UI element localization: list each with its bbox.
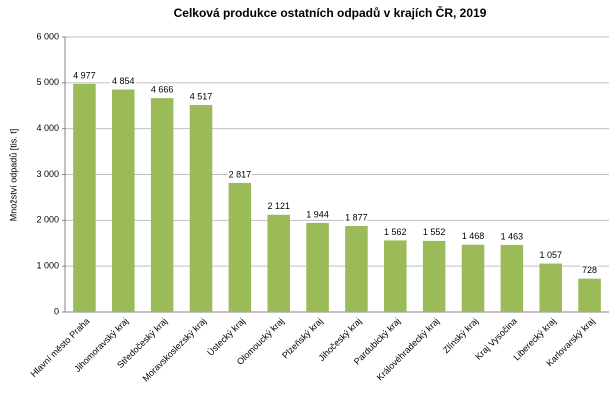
y-tick-label: 4 000 xyxy=(36,123,59,133)
y-tick-label: 1 000 xyxy=(36,261,59,271)
bar xyxy=(306,222,329,312)
value-label: 1 468 xyxy=(462,231,485,241)
y-tick-label: 5 000 xyxy=(36,77,59,87)
y-tick-label: 6 000 xyxy=(36,31,59,41)
value-label: 1 877 xyxy=(345,212,368,222)
bar xyxy=(189,104,213,313)
value-label: 4 517 xyxy=(190,91,213,101)
y-tick-label: 2 000 xyxy=(36,215,59,225)
y-tick-label: 0 xyxy=(54,306,59,316)
value-label: 1 552 xyxy=(423,227,446,237)
value-label: 2 817 xyxy=(229,169,252,179)
bar xyxy=(345,225,368,312)
bar xyxy=(539,263,562,312)
x-tick-label: Ústecký kraj xyxy=(205,316,247,358)
bar xyxy=(112,89,135,313)
value-label: 1 562 xyxy=(384,227,407,237)
chart-title: Celková produkce ostatních odpadů v kraj… xyxy=(174,5,487,20)
value-label: 4 977 xyxy=(73,70,96,80)
value-label: 728 xyxy=(582,265,597,275)
y-tick-label: 3 000 xyxy=(36,169,59,179)
y-axis-label: Množství odpadů [tis. t] xyxy=(8,129,18,222)
bar xyxy=(422,240,446,312)
value-label: 1 057 xyxy=(539,250,562,260)
bar xyxy=(150,98,174,313)
value-label: 1 463 xyxy=(501,231,524,241)
value-label: 4 666 xyxy=(151,85,174,95)
value-label: 2 121 xyxy=(267,201,290,211)
x-tick-label: Zlínský kraj xyxy=(441,316,480,355)
bar xyxy=(578,278,601,312)
bar xyxy=(267,214,290,312)
bar xyxy=(73,83,96,312)
bar xyxy=(228,182,252,312)
bar xyxy=(461,244,485,312)
value-label: 4 854 xyxy=(112,76,135,86)
value-label: 1 944 xyxy=(306,209,329,219)
bar xyxy=(384,240,407,312)
bar xyxy=(500,244,524,312)
